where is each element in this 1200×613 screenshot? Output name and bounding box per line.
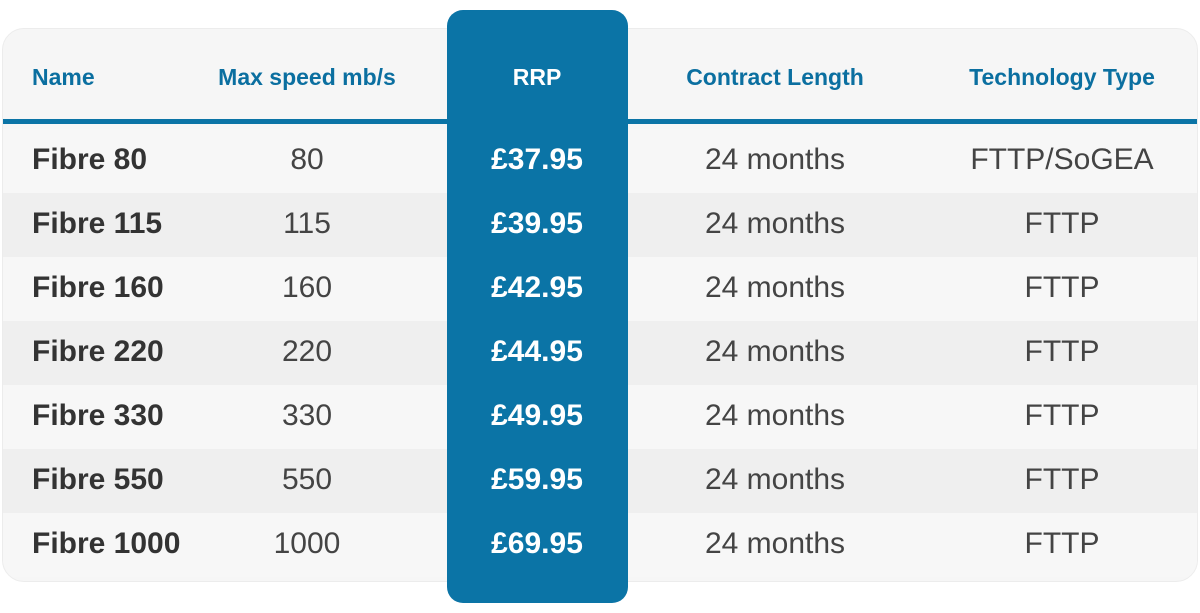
table-cell: 24 months: [704, 399, 846, 432]
table-cell: 24 months: [704, 207, 846, 240]
column-header: RRP: [512, 64, 562, 90]
table-cell: 1000: [273, 527, 341, 560]
table-cell: FTTP: [1024, 271, 1100, 304]
plan-name: Fibre 115: [32, 207, 163, 240]
price-cell: £44.95: [491, 335, 583, 368]
table-cell: 115: [283, 207, 331, 240]
table-cell: FTTP: [1024, 527, 1100, 560]
table-cell: 24 months: [704, 335, 846, 368]
plan-name: Fibre 220: [32, 335, 164, 368]
price-cell: £39.95: [491, 207, 583, 240]
column-header: Name: [32, 64, 95, 90]
table-cell: 550: [281, 463, 333, 496]
price-cell: £37.95: [491, 143, 583, 176]
table-cell: 24 months: [704, 463, 846, 496]
rrp-column-highlight: [447, 10, 628, 603]
table-cell: 160: [281, 271, 333, 304]
plan-name: Fibre 330: [32, 399, 164, 432]
plan-name: Fibre 80: [32, 143, 148, 176]
table-cell: FTTP: [1024, 463, 1100, 496]
table-cell: 24 months: [704, 143, 846, 176]
price-cell: £42.95: [491, 271, 583, 304]
price-cell: £59.95: [491, 463, 583, 496]
table-cell: 80: [290, 143, 324, 176]
column-header: Technology Type: [969, 64, 1155, 90]
table-cell: FTTP: [1024, 207, 1100, 240]
plan-name: Fibre 160: [32, 271, 164, 304]
plan-name: Fibre 550: [32, 463, 164, 496]
column-header: Contract Length: [686, 64, 864, 90]
table-cell: FTTP/SoGEA: [970, 143, 1154, 176]
table-cell: 330: [281, 399, 333, 432]
table-cell: 24 months: [704, 271, 846, 304]
price-cell: £49.95: [491, 399, 583, 432]
table-cell: FTTP: [1024, 335, 1100, 368]
column-header: Max speed mb/s: [218, 64, 396, 90]
table-cell: FTTP: [1024, 399, 1100, 432]
price-cell: £69.95: [491, 527, 583, 560]
plan-name: Fibre 1000: [32, 527, 181, 560]
table-cell: 24 months: [704, 527, 846, 560]
table-cell: 220: [281, 335, 333, 368]
